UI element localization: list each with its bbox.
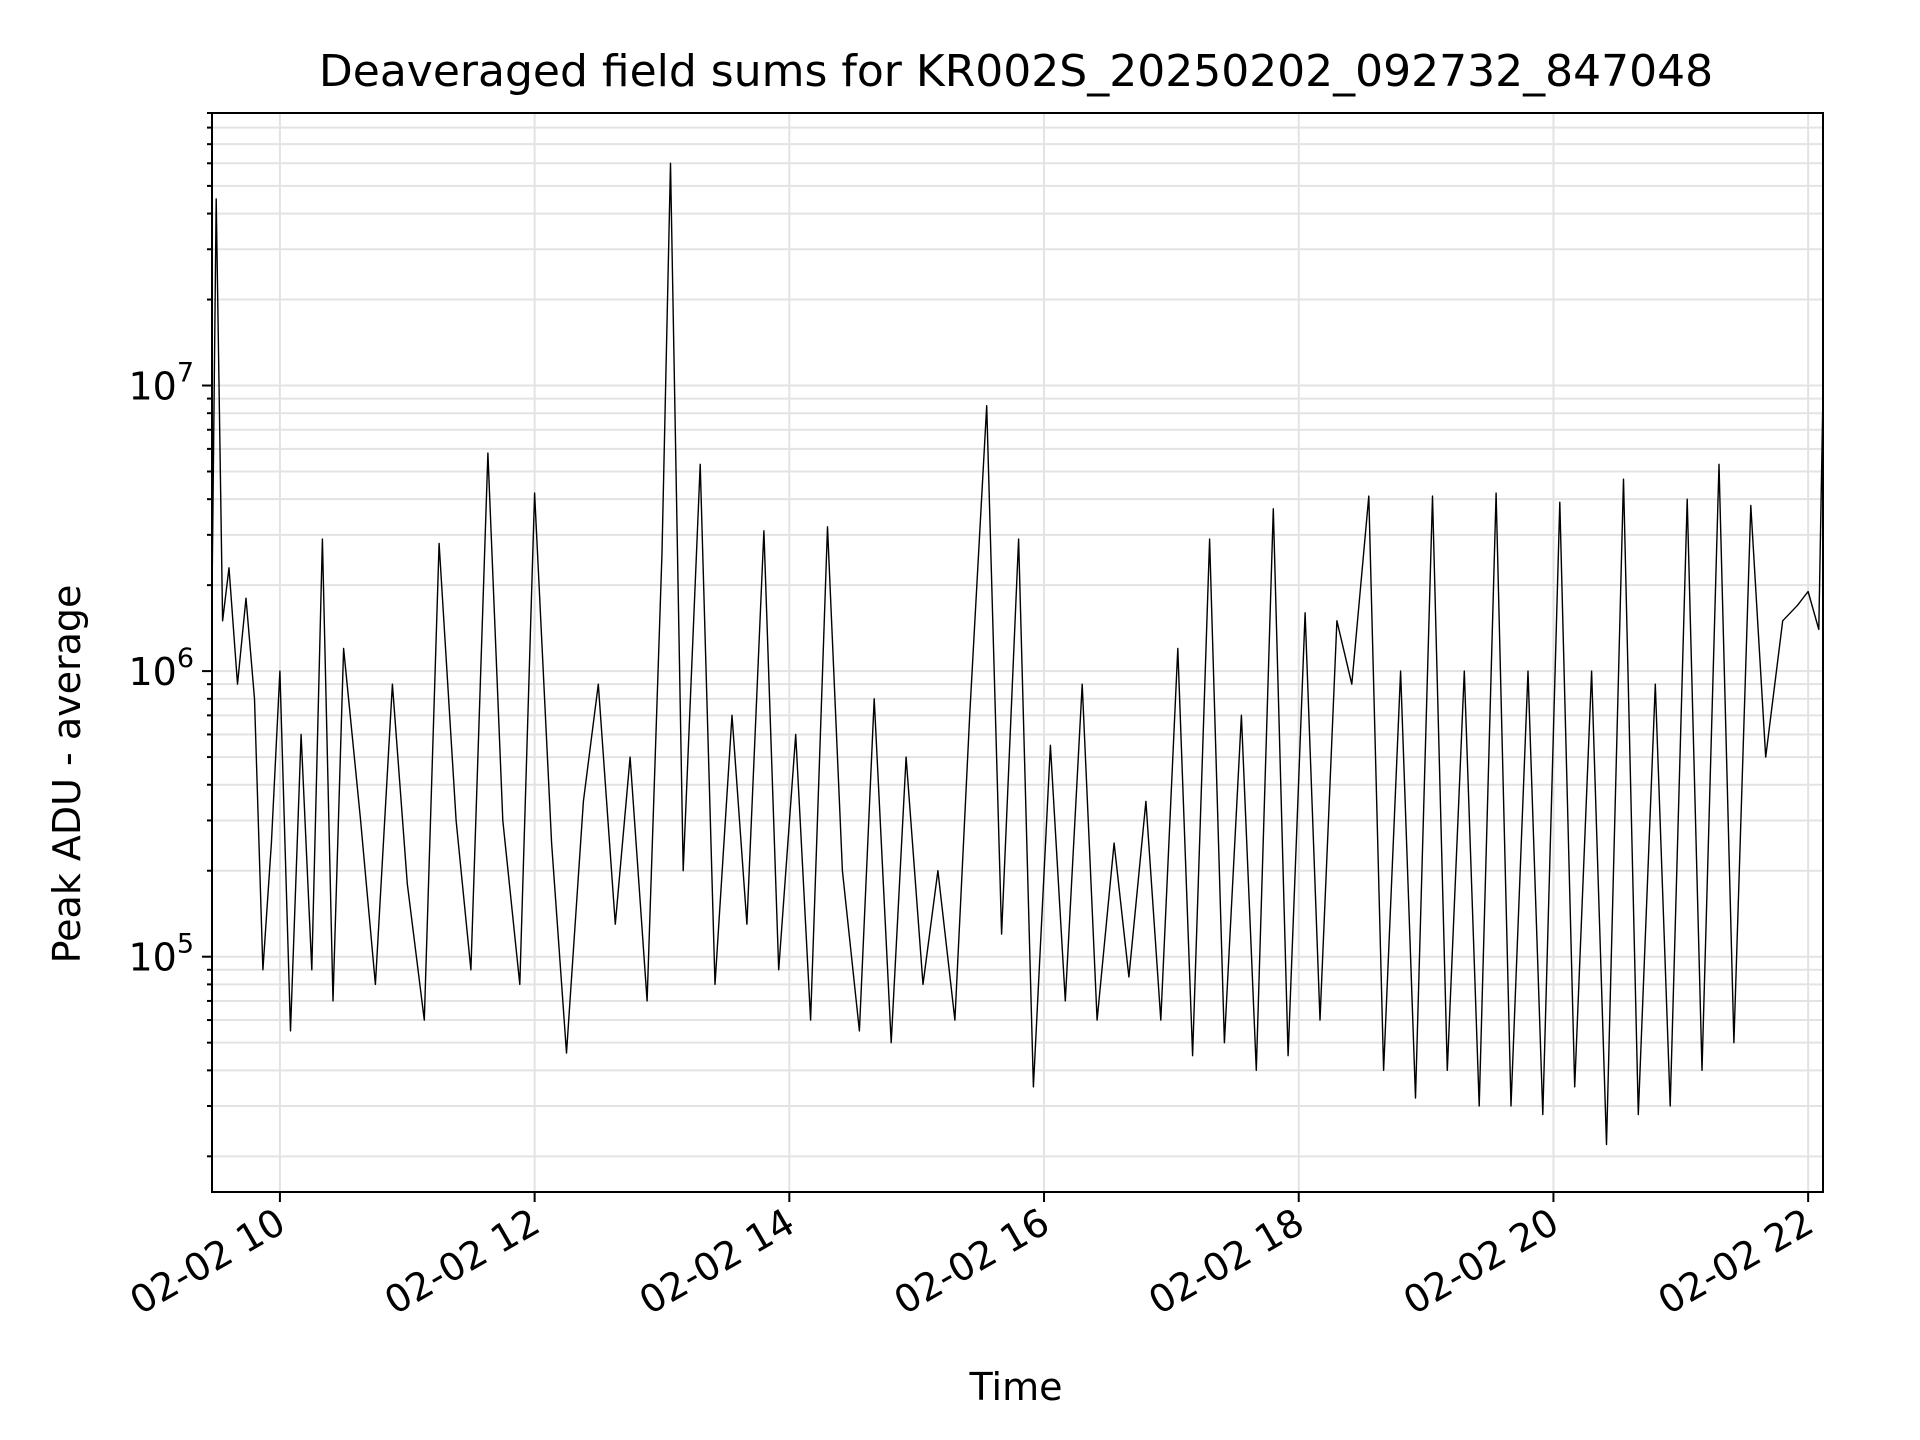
y-tick-label: 106 [128, 643, 194, 694]
y-tick-label: 107 [128, 358, 194, 409]
x-axis-label: Time [969, 1365, 1063, 1409]
y-tick-label-base: 10 [128, 365, 176, 409]
y-tick-label: 105 [128, 929, 194, 980]
y-tick-label-exponent: 7 [177, 358, 194, 389]
y-axis-label: Peak ADU - average [45, 585, 89, 964]
y-tick-label-base: 10 [128, 936, 176, 980]
y-tick-label-exponent: 6 [177, 643, 194, 674]
series-line [211, 162, 1824, 1146]
axes-frame [211, 112, 1824, 1193]
y-tick-label-exponent: 5 [177, 929, 194, 960]
y-tick-label-base: 10 [128, 650, 176, 694]
grid-lines [212, 112, 1823, 1192]
plot-data-group [211, 162, 1824, 1146]
chart-title: Deaveraged field sums for KR002S_2025020… [319, 46, 1713, 97]
